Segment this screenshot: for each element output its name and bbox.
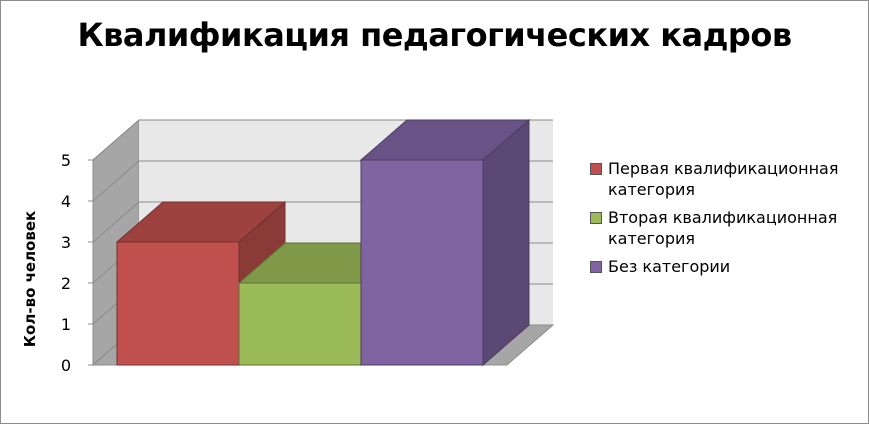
y-tick-label: 1 bbox=[61, 315, 71, 334]
legend-swatch bbox=[590, 163, 602, 175]
y-tick-label: 0 bbox=[61, 356, 71, 375]
bar-side-face bbox=[482, 118, 530, 367]
legend-item: Первая квалификационная категория bbox=[590, 158, 860, 200]
legend: Первая квалификационная категория Вторая… bbox=[590, 158, 860, 284]
legend-item: Вторая квалификационная категория bbox=[590, 207, 860, 249]
bar-front-face bbox=[116, 241, 240, 366]
legend-swatch bbox=[590, 212, 602, 224]
legend-item: Без категории bbox=[590, 256, 860, 277]
y-tick-label: 5 bbox=[61, 151, 71, 170]
chart-title: Квалификация педагогических кадров bbox=[77, 16, 792, 54]
gridline bbox=[92, 119, 140, 161]
y-tick-label: 2 bbox=[61, 274, 71, 293]
y-tick-label: 4 bbox=[61, 192, 71, 211]
y-tick-label: 3 bbox=[61, 233, 71, 252]
bar-front-face bbox=[238, 282, 362, 366]
bar bbox=[359, 118, 531, 367]
bar-front-face bbox=[360, 159, 484, 366]
legend-label: Вторая квалификационная категория bbox=[608, 208, 838, 248]
gridline bbox=[92, 201, 140, 243]
legend-swatch bbox=[590, 261, 602, 273]
legend-label: Первая квалификационная категория bbox=[608, 159, 839, 199]
gridline bbox=[92, 160, 140, 202]
legend-label: Без категории bbox=[608, 257, 731, 276]
